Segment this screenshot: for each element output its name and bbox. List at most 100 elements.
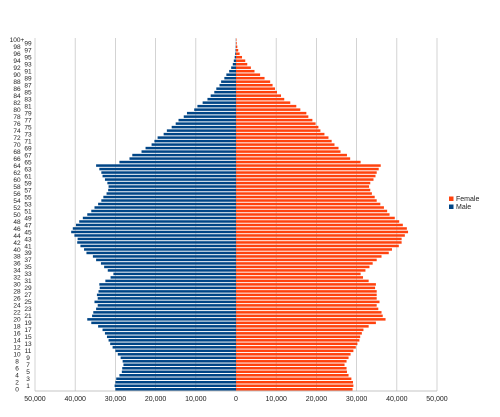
bar-male-age-2 xyxy=(115,381,236,384)
age-tick-97: 97 xyxy=(24,48,32,55)
bar-female-age-37 xyxy=(236,258,377,262)
bar-male-age-1 xyxy=(114,384,236,388)
bar-female-age-35 xyxy=(236,265,370,269)
bar-female-age-77 xyxy=(236,118,313,122)
x-tick-10: 50,000 xyxy=(426,396,448,403)
bar-female-age-66 xyxy=(236,157,351,160)
age-tick-27: 27 xyxy=(24,292,32,299)
bar-male-age-29 xyxy=(99,286,236,290)
bar-male-age-64 xyxy=(96,164,236,167)
age-tick-38: 38 xyxy=(13,254,21,261)
x-tick-0: 50,000 xyxy=(24,396,46,403)
bar-male-age-57 xyxy=(108,188,236,192)
bar-male-age-28 xyxy=(98,290,237,293)
bar-female-age-90 xyxy=(236,73,261,76)
age-tick-2: 2 xyxy=(15,380,19,387)
bar-male-age-82 xyxy=(202,101,236,104)
bar-female-age-24 xyxy=(236,304,377,307)
bar-female-age-93 xyxy=(236,62,248,66)
bar-male-age-74 xyxy=(166,129,236,132)
bar-male-age-9 xyxy=(120,356,236,360)
bar-female-age-97 xyxy=(236,48,239,52)
age-tick-20: 20 xyxy=(13,317,21,324)
age-tick-75: 75 xyxy=(24,124,32,131)
bar-male-age-86 xyxy=(216,87,236,90)
bar-female-age-13 xyxy=(236,342,358,346)
bar-male-age-6 xyxy=(122,367,236,370)
bar-female-age-88 xyxy=(236,80,271,83)
bar-male-age-33 xyxy=(113,272,236,276)
bar-female-age-15 xyxy=(236,335,361,339)
bar-female-age-86 xyxy=(236,87,275,90)
bar-male-age-36 xyxy=(100,262,236,265)
bar-female-age-8 xyxy=(236,360,347,363)
age-tick-52: 52 xyxy=(13,205,21,212)
bar-male-age-15 xyxy=(106,335,236,339)
age-tick-13: 13 xyxy=(24,341,32,348)
age-tick-91: 91 xyxy=(24,69,32,76)
bar-male-age-30 xyxy=(99,283,236,286)
bar-male-age-20 xyxy=(87,318,236,321)
bar-male-age-19 xyxy=(91,321,236,325)
bar-female-age-9 xyxy=(236,356,349,360)
bar-female-age-49 xyxy=(236,216,395,220)
bar-male-age-65 xyxy=(119,160,236,164)
age-tick-77: 77 xyxy=(24,117,32,124)
bar-male-age-38 xyxy=(92,255,236,258)
bar-male-age-79 xyxy=(186,111,236,115)
bar-male-age-18 xyxy=(98,325,236,328)
age-tick-25: 25 xyxy=(24,299,32,306)
age-tick-39: 39 xyxy=(24,250,32,257)
bar-male-age-42 xyxy=(77,241,237,244)
bar-female-age-99 xyxy=(236,41,237,45)
bar-female-age-3 xyxy=(236,377,352,381)
bar-male-age-46 xyxy=(72,227,237,230)
age-tick-18: 18 xyxy=(13,324,21,331)
bar-female-age-7 xyxy=(236,363,345,367)
bar-female-age-10 xyxy=(236,353,351,356)
bar-female-age-0 xyxy=(236,387,353,391)
bar-male-age-60 xyxy=(104,178,236,181)
bar-female-age-57 xyxy=(236,188,371,192)
bar-male-age-13 xyxy=(110,342,236,346)
bar-male-age-96 xyxy=(235,52,236,55)
age-tick-95: 95 xyxy=(24,55,32,62)
age-tick-63: 63 xyxy=(24,166,32,173)
bar-male-age-78 xyxy=(183,115,236,118)
age-tick-66: 66 xyxy=(13,156,21,163)
x-tick-6: 10,000 xyxy=(265,396,287,403)
bar-female-age-41 xyxy=(236,244,399,248)
bar-female-age-73 xyxy=(236,132,325,136)
age-tick-31: 31 xyxy=(24,278,32,285)
bar-male-age-59 xyxy=(107,181,236,185)
age-tick-58: 58 xyxy=(13,184,21,191)
age-tick-3: 3 xyxy=(26,376,30,383)
age-tick-70: 70 xyxy=(13,142,21,149)
x-tick-9: 40,000 xyxy=(386,396,408,403)
bar-female-age-14 xyxy=(236,339,360,342)
x-tick-5: 0 xyxy=(234,396,238,403)
age-tick-24: 24 xyxy=(13,303,21,310)
bar-female-age-47 xyxy=(236,223,403,227)
bar-male-age-37 xyxy=(96,258,236,262)
age-tick-9: 9 xyxy=(26,355,30,362)
age-tick-79: 79 xyxy=(24,110,32,117)
bar-male-age-94 xyxy=(233,59,236,62)
age-tick-6: 6 xyxy=(15,366,19,373)
age-tick-56: 56 xyxy=(13,191,21,198)
bar-female-age-33 xyxy=(236,272,361,276)
age-tick-0: 0 xyxy=(15,387,19,394)
bar-female-age-27 xyxy=(236,293,377,297)
age-tick-29: 29 xyxy=(24,285,32,292)
age-tick-12: 12 xyxy=(13,345,21,352)
age-tick-99: 99 xyxy=(24,41,32,48)
age-tick-1: 1 xyxy=(26,383,30,390)
bar-female-age-63 xyxy=(236,167,379,171)
bar-female-age-23 xyxy=(236,307,379,311)
bar-female-age-21 xyxy=(236,314,383,318)
x-tick-2: 30,000 xyxy=(105,396,127,403)
x-tick-4: 10,000 xyxy=(185,396,207,403)
age-tick-26: 26 xyxy=(13,296,21,303)
bar-female-age-72 xyxy=(236,136,329,139)
bar-male-age-83 xyxy=(207,97,236,101)
